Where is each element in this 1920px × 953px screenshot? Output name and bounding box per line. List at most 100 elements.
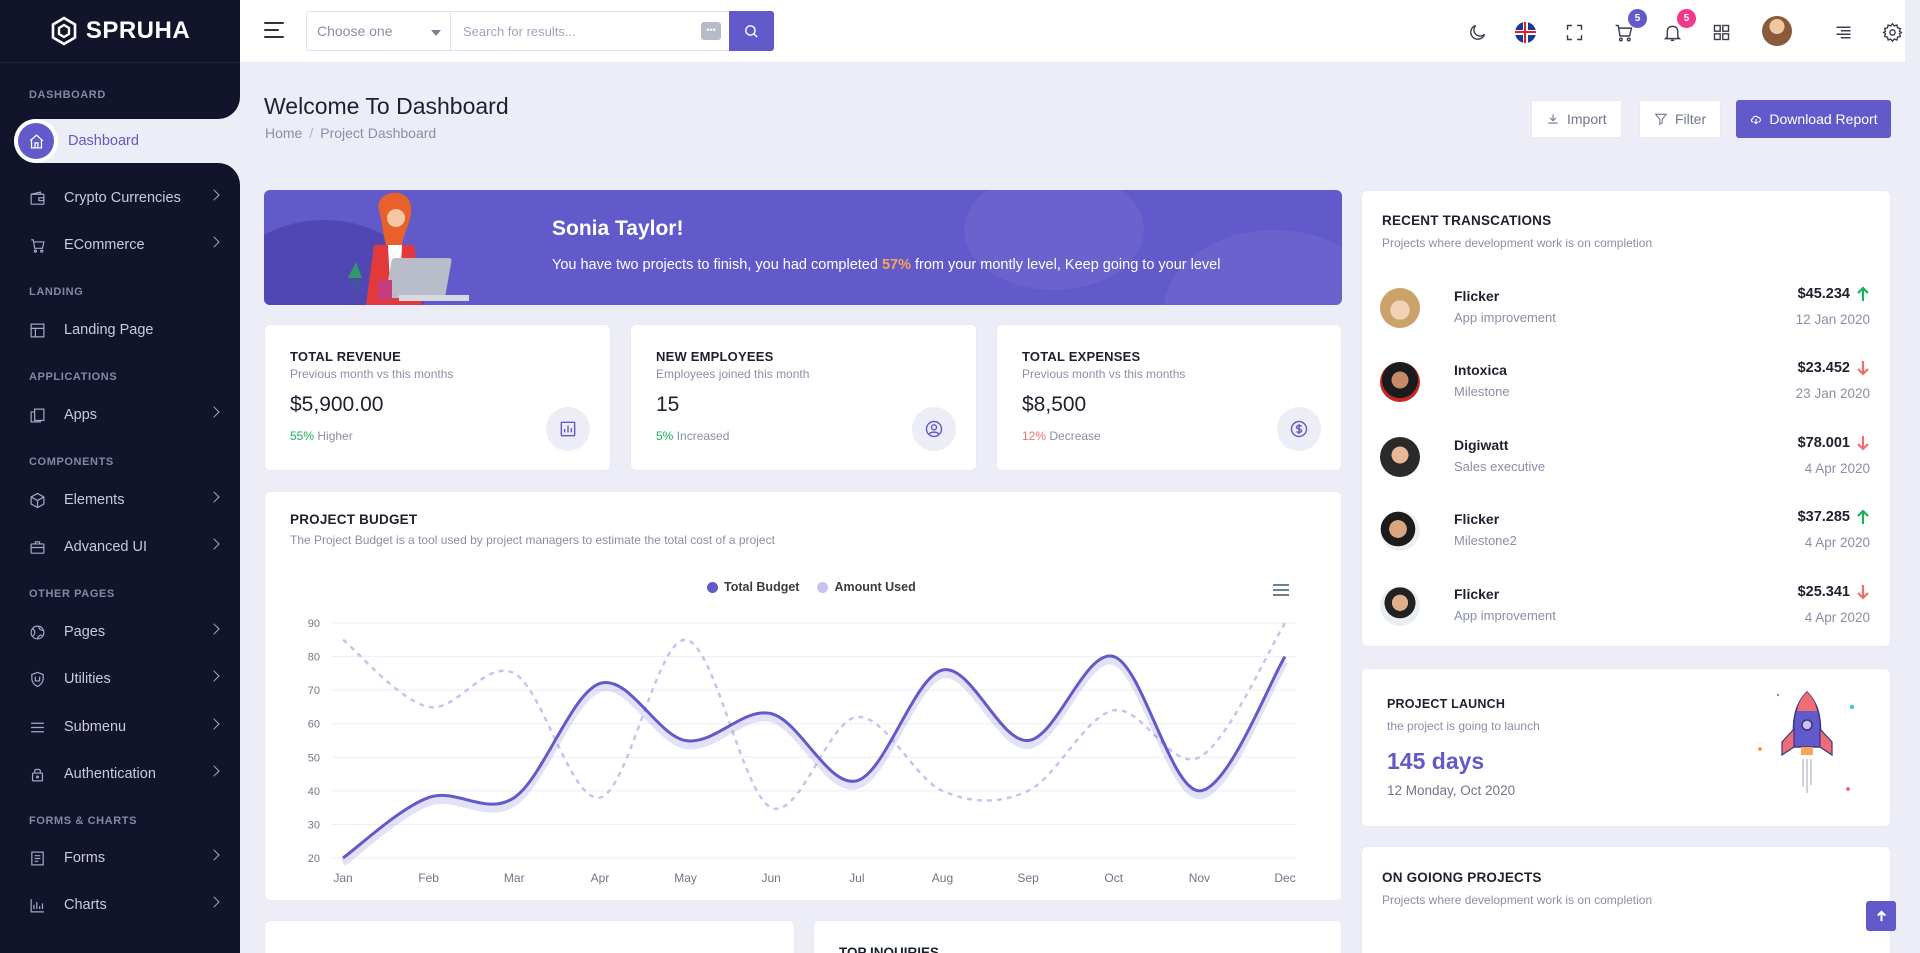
sidebar-item-label: Apps: [64, 407, 98, 423]
sidebar-item-utilities[interactable]: Utilities: [0, 659, 240, 699]
ongoing-subtitle: Projects where development work is on co…: [1382, 893, 1653, 907]
sidebar-item-pages[interactable]: Pages: [0, 612, 240, 652]
legend-item-amount-used[interactable]: Amount Used: [817, 580, 916, 594]
ongoing-title: ON GOIONG PROJECTS: [1382, 870, 1542, 885]
arrow-up-icon: [1857, 286, 1869, 301]
transaction-name: Flicker: [1454, 288, 1500, 304]
x-tick-label: May: [674, 871, 697, 885]
file-icon: [28, 849, 46, 867]
apps-button[interactable]: [1709, 20, 1733, 44]
stat-value: $8,500: [1022, 393, 1087, 416]
x-tick-label: Aug: [932, 871, 953, 885]
filter-button[interactable]: Filter: [1639, 100, 1722, 138]
x-tick-label: Sep: [1017, 871, 1039, 885]
avatar: [1380, 437, 1420, 477]
stat-value: $5,900.00: [290, 393, 384, 416]
caret-down-icon: [431, 30, 441, 36]
launch-subtitle: the project is going to launch: [1387, 719, 1540, 733]
section-landing: LANDING: [29, 286, 84, 298]
right-sidebar-toggle[interactable]: [1831, 20, 1855, 44]
series-line-total-budget: [342, 654, 1287, 860]
chevron-right-icon: [208, 765, 220, 777]
legend-item-total-budget[interactable]: Total Budget: [707, 580, 799, 594]
transaction-row[interactable]: Flicker App improvement $45.234 12 Jan 2…: [1380, 278, 1870, 338]
transaction-row[interactable]: Flicker App improvement $25.341 4 Apr 20…: [1380, 576, 1870, 636]
settings-button[interactable]: [1880, 20, 1904, 44]
fullscreen-button[interactable]: [1562, 20, 1586, 44]
category-select[interactable]: Choose one: [306, 11, 451, 51]
stat-trend: 5% Increased: [656, 429, 730, 443]
sidebar-item-ecommerce[interactable]: ECommerce: [0, 225, 240, 265]
cart-button[interactable]: 5: [1611, 9, 1647, 44]
download-icon: [1548, 114, 1558, 124]
hamburger-menu-icon[interactable]: [264, 22, 284, 43]
transaction-desc: Milestone: [1454, 384, 1510, 399]
section-dashboard: DASHBOARD: [29, 89, 106, 101]
brand-logo[interactable]: SPRUHA: [50, 16, 190, 46]
uk-flag-icon: [1514, 21, 1536, 43]
sidebar-item-label: ECommerce: [64, 237, 145, 253]
language-selector[interactable]: [1513, 20, 1537, 44]
download-report-label: Download Report: [1769, 111, 1878, 127]
transaction-row[interactable]: Digiwatt Sales executive $78.001 4 Apr 2…: [1380, 427, 1870, 487]
transaction-date: 4 Apr 2020: [1804, 461, 1870, 476]
launch-date: 12 Monday, Oct 2020: [1387, 783, 1516, 798]
x-tick-label: Mar: [504, 871, 525, 885]
sidebar-item-submenu[interactable]: Submenu: [0, 707, 240, 747]
woman-laptop-illustration: [348, 192, 469, 305]
sidebar-item-label: Advanced UI: [64, 539, 148, 555]
sidebar-item-label: Forms: [64, 850, 106, 866]
cart-icon: [1615, 24, 1632, 42]
sidebar-item-forms[interactable]: Forms: [0, 838, 240, 878]
download-report-button[interactable]: Download Report: [1736, 100, 1891, 138]
sidebar-item-advanced-ui[interactable]: Advanced UI: [0, 527, 240, 567]
transaction-desc: Milestone2: [1454, 533, 1517, 548]
sidebar-item-crypto-currencies[interactable]: Crypto Currencies: [0, 178, 240, 218]
sidebar-item-authentication[interactable]: Authentication: [0, 754, 240, 794]
sidebar-item-dashboard[interactable]: Dashboard: [0, 97, 240, 185]
transactions-subtitle: Projects where development work is on co…: [1382, 236, 1653, 250]
user-avatar[interactable]: [1762, 16, 1792, 46]
project-launch-card: PROJECT LAUNCH the project is going to l…: [1361, 668, 1891, 827]
stat-subtitle: Previous month vs this months: [1022, 367, 1186, 381]
search-input[interactable]: Search for results... •••: [450, 11, 730, 51]
sidebar-item-apps[interactable]: Apps: [0, 395, 240, 435]
section-forms-charts: FORMS & CHARTS: [29, 815, 138, 827]
breadcrumb-home[interactable]: Home: [265, 125, 303, 141]
dark-mode-toggle[interactable]: [1465, 20, 1489, 44]
transaction-date: 4 Apr 2020: [1804, 535, 1870, 550]
user-icon: [912, 407, 956, 451]
y-tick-label: 40: [308, 786, 320, 798]
briefcase-icon: [28, 538, 46, 556]
breadcrumb-separator: /: [309, 125, 314, 141]
arrow-down-icon: [1857, 585, 1869, 600]
import-button[interactable]: Import: [1531, 100, 1622, 138]
top-header: Choose one Search for results... ••• 5 5: [240, 0, 1920, 63]
transaction-row[interactable]: Flicker Milestone2 $37.285 4 Apr 2020: [1380, 501, 1870, 561]
sidebar-item-landing-page[interactable]: Landing Page: [0, 310, 240, 350]
arrow-up-icon: [1876, 909, 1886, 921]
arrow-up-icon: [1857, 509, 1869, 524]
filter-icon: [1654, 113, 1668, 126]
rocket-icon: [1758, 690, 1854, 793]
chart-menu-icon[interactable]: [1273, 584, 1289, 599]
chevron-right-icon: [208, 896, 220, 908]
notifications-button[interactable]: 5: [1660, 9, 1696, 44]
transactions-title: RECENT TRANSCATIONS: [1382, 213, 1552, 228]
dollar-icon: [1277, 407, 1321, 451]
align-right-icon: [1836, 26, 1850, 38]
sidebar-item-label: Authentication: [64, 766, 156, 782]
back-to-top-button[interactable]: [1866, 901, 1896, 931]
breadcrumb: Home / Project Dashboard: [265, 125, 436, 141]
welcome-name: Sonia Taylor!: [552, 217, 684, 240]
search-button[interactable]: [729, 11, 774, 51]
x-tick-label: Nov: [1189, 871, 1210, 885]
stat-title: TOTAL REVENUE: [290, 349, 401, 364]
transaction-desc: Sales executive: [1454, 459, 1546, 474]
transaction-row[interactable]: Intoxica Milestone $23.452 23 Jan 2020: [1380, 352, 1870, 412]
cart-badge: 5: [1628, 9, 1647, 28]
y-tick-label: 90: [308, 618, 320, 630]
sidebar-item-elements[interactable]: Elements: [0, 480, 240, 520]
sidebar-item-charts[interactable]: Charts: [0, 885, 240, 925]
moon-icon: [1469, 24, 1485, 40]
